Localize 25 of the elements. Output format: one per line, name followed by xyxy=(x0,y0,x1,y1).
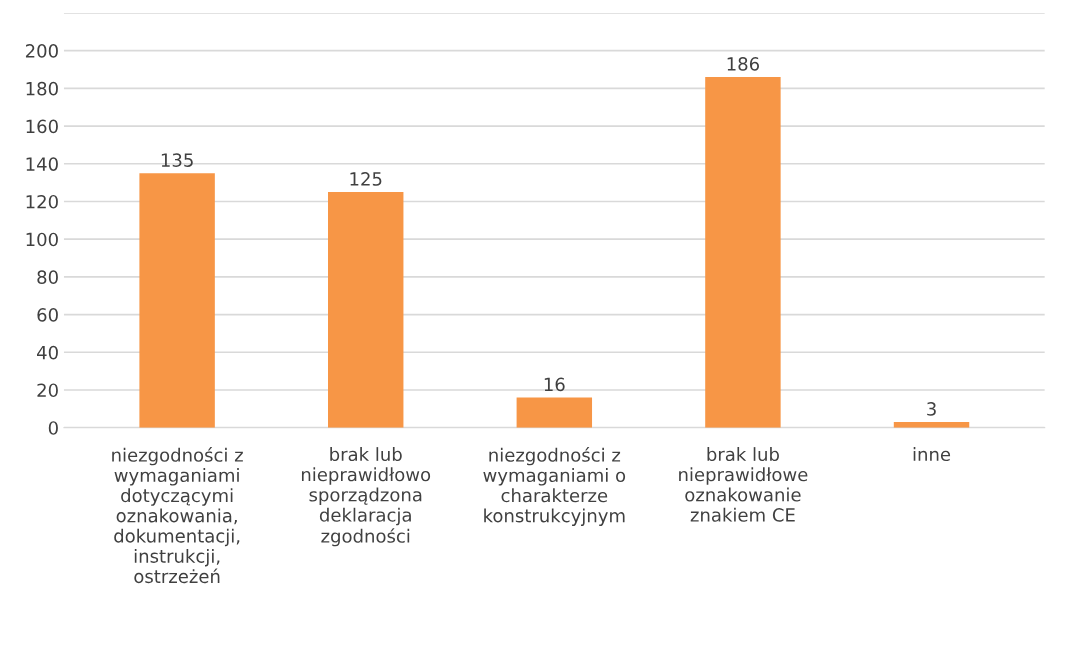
x-tick-label: niezgodności z wymaganiami o charakterze konstrukcyjnym xyxy=(483,447,626,526)
y-tick-label: 40 xyxy=(37,345,58,360)
y-tick-label: 200 xyxy=(25,44,58,58)
x-tick-label: niezgodności z wymaganiami dotyczącymi oznakowania, dokumentacji, instrukcji, ostrzeżeń xyxy=(112,447,243,584)
data-label: 186 xyxy=(727,57,760,71)
y-tick-label: 0 xyxy=(48,421,58,435)
y-tick-label: 20 xyxy=(37,383,58,398)
data-label: 16 xyxy=(544,377,565,392)
y-tick-label: 140 xyxy=(26,157,58,171)
y-tick-label: 160 xyxy=(26,119,58,134)
data-label: 135 xyxy=(161,153,193,167)
x-tick-label: brak lub nieprawidłowo sporządzona deklaracja zgodności xyxy=(301,447,431,547)
data-label: 3 xyxy=(927,402,936,416)
bar xyxy=(328,192,404,428)
data-label: 125 xyxy=(350,172,382,186)
y-tick-label: 120 xyxy=(26,194,58,209)
x-tick-label: brak lub nieprawidłowe oznakowanie znakiem CE xyxy=(679,447,808,522)
y-tick-label: 100 xyxy=(26,232,58,247)
x-tick-label: inne xyxy=(913,447,951,462)
y-tick-label: 80 xyxy=(37,270,58,284)
y-tick-label: 60 xyxy=(37,308,58,322)
bar xyxy=(516,397,593,428)
bar xyxy=(705,77,781,428)
bar xyxy=(139,173,215,428)
y-tick-label: 180 xyxy=(26,81,58,96)
